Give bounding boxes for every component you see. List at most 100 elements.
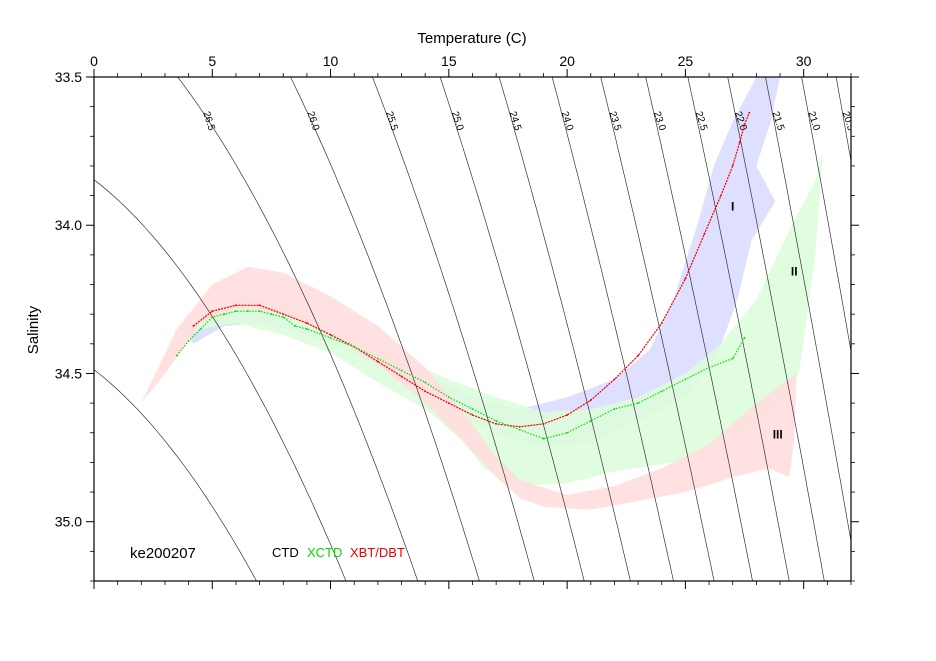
series-xctd-point xyxy=(211,316,214,318)
series-xbt-dbt-point xyxy=(377,360,379,363)
series-xctd-point xyxy=(246,310,249,313)
isopycnal-21.5 xyxy=(765,77,851,544)
y-tick-label: 34.0 xyxy=(55,217,82,233)
series-xctd-point xyxy=(282,316,285,318)
isopycnal-20.5 xyxy=(835,77,851,163)
isopycnal-27.5 xyxy=(94,369,257,581)
isopycnal-26.5 xyxy=(177,77,419,581)
series-xctd-point xyxy=(400,369,403,372)
series-xctd-point xyxy=(258,310,261,313)
series-xbt-dbt-point xyxy=(703,233,706,236)
series-xbt-dbt-point xyxy=(738,141,741,144)
series-xctd-point xyxy=(424,381,427,384)
isopycnal-22.0 xyxy=(727,77,825,581)
isopycnal-25.0 xyxy=(439,77,585,581)
x-tick-label: 25 xyxy=(678,53,694,69)
series-xctd-point xyxy=(353,345,356,348)
series-xctd-point xyxy=(447,396,450,399)
series-xctd-point xyxy=(518,428,521,431)
series-xbt-dbt-point xyxy=(424,390,427,393)
isopycnal-label-24.0: 24.0 xyxy=(559,110,576,132)
isopycnal-25.5 xyxy=(372,77,535,581)
series-xctd-point xyxy=(589,420,592,422)
x-tick-label: 10 xyxy=(323,53,339,69)
series-xbt-dbt-point xyxy=(400,375,403,378)
series-xbt-dbt-point xyxy=(495,423,498,425)
series-xbt-dbt-point xyxy=(660,322,663,324)
y-axis-label: Salinity xyxy=(25,305,42,354)
series-xctd-point xyxy=(660,390,663,393)
series-xbt-dbt-point xyxy=(743,123,746,126)
series-xctd-point xyxy=(684,378,687,381)
y-tick-label: 35.0 xyxy=(55,514,82,530)
isopycnal-26.0 xyxy=(290,77,480,581)
y-tick-label: 33.5 xyxy=(55,69,82,85)
isopycnal-label-26.0: 26.0 xyxy=(305,110,322,132)
isopycnal-label-23.5: 23.5 xyxy=(606,110,623,132)
series-xbt-dbt-point xyxy=(282,313,285,316)
series-xctd-point xyxy=(471,408,474,410)
series-xbt-dbt-point xyxy=(589,399,592,402)
region-label-i: I xyxy=(731,199,734,213)
series-xbt-dbt-point xyxy=(447,402,450,404)
x-tick-label: 30 xyxy=(796,53,812,69)
isopycnal-24.0 xyxy=(551,77,674,581)
legend-ctd: CTD xyxy=(272,545,299,560)
series-xctd-point xyxy=(223,313,226,316)
series-xctd-point xyxy=(306,328,308,330)
legend-xctd: XCTD xyxy=(307,545,342,560)
series-xbt-dbt-point xyxy=(637,354,639,357)
isopycnal-label-25.0: 25.0 xyxy=(449,110,466,132)
series-xctd-point xyxy=(270,313,273,316)
series-xbt-dbt-point xyxy=(235,304,237,307)
series-xctd-point xyxy=(708,366,710,369)
series-xbt-dbt-point xyxy=(329,334,332,336)
isopycnal-24.5 xyxy=(498,77,631,581)
series-xctd-point xyxy=(566,431,568,434)
series-xbt-dbt-point xyxy=(211,310,214,313)
series-xbt-dbt-point xyxy=(258,304,261,307)
region-label-ii: II xyxy=(791,265,798,279)
series-xbt-dbt-point xyxy=(684,277,687,280)
isopycnal-label-24.5: 24.5 xyxy=(507,110,524,132)
series-xctd-point xyxy=(637,402,639,404)
series-xbt-dbt-point xyxy=(720,194,722,197)
series-xbt-dbt-point xyxy=(748,111,751,114)
x-axis-label: Temperature (C) xyxy=(417,30,526,47)
isopycnal-label-21.5: 21.5 xyxy=(770,110,787,132)
series-xctd-point xyxy=(175,354,178,357)
series-xctd-point xyxy=(329,337,332,339)
legend-xbt-dbt: XBT/DBT xyxy=(350,545,405,560)
isopycnal-label-20.5: 20.5 xyxy=(840,110,857,132)
x-tick-label: 20 xyxy=(559,53,575,69)
series-xbt-dbt-point xyxy=(518,425,521,428)
x-tick-label: 5 xyxy=(208,53,216,69)
isopycnal-label-22.5: 22.5 xyxy=(693,110,710,132)
series-xctd-point xyxy=(199,328,202,330)
series-xctd-point xyxy=(377,357,379,360)
x-tick-label: 0 xyxy=(90,53,98,69)
isopycnal-22.5 xyxy=(687,77,790,581)
series-xctd-point xyxy=(731,357,734,360)
isopycnal-label-25.5: 25.5 xyxy=(383,110,400,132)
series-xbt-dbt-point xyxy=(613,378,616,381)
isopycnal-label-23.0: 23.0 xyxy=(651,110,668,132)
series-xbt-dbt-point xyxy=(192,325,195,327)
series-xctd-point xyxy=(613,408,616,410)
series-xctd-point xyxy=(294,325,296,327)
isopycnal-27.0 xyxy=(94,179,347,581)
series-xctd-point xyxy=(235,310,237,313)
series-xctd-point xyxy=(542,437,545,440)
series-xbt-dbt-point xyxy=(306,322,308,324)
series-xbt-dbt-point xyxy=(542,423,545,425)
series-xctd-point xyxy=(743,337,746,339)
region-ii-envelope xyxy=(169,151,823,487)
x-tick-label: 15 xyxy=(441,53,457,69)
isopycnal-23.0 xyxy=(645,77,753,581)
isopycnal-21.0 xyxy=(801,77,851,354)
isopycnal-23.5 xyxy=(600,77,715,581)
station-label: ke200207 xyxy=(130,545,196,562)
isopycnal-label-26.5: 26.5 xyxy=(200,110,217,132)
series-xbt-dbt-point xyxy=(566,414,568,416)
